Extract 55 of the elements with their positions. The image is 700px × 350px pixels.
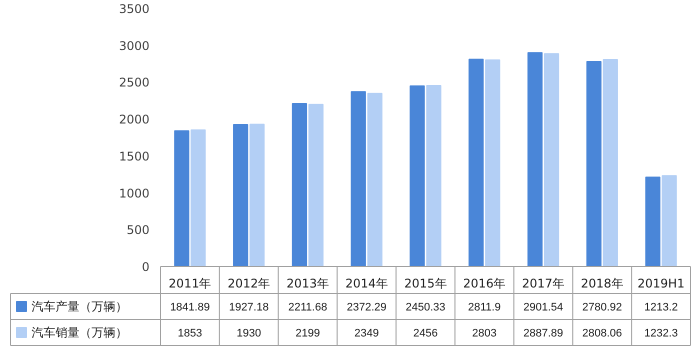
y-tick-label: 2000 <box>118 112 150 127</box>
y-tick-label: 3500 <box>118 2 150 16</box>
y-tick-label: 0 <box>142 260 150 274</box>
x-tick-label: 2017年 <box>522 276 565 290</box>
data-label: 1232.3 <box>644 328 678 340</box>
data-label: 2349 <box>354 328 379 340</box>
bar <box>308 104 324 267</box>
y-tick-label: 1000 <box>118 186 150 200</box>
y-tick-label: 3000 <box>118 38 150 53</box>
data-label: 2887.89 <box>523 328 564 340</box>
data-label: 1213.2 <box>644 302 678 314</box>
y-tick-label: 2500 <box>118 76 150 90</box>
legend-label: 汽车产量（万辆） <box>32 300 128 314</box>
bar <box>350 91 366 267</box>
data-label: 2199 <box>295 328 320 340</box>
data-label: 1841.89 <box>170 302 210 314</box>
x-tick-label: 2014年 <box>345 276 388 290</box>
bar <box>367 92 382 267</box>
bar <box>190 129 206 267</box>
data-label: 2803 <box>472 328 497 340</box>
bar <box>645 176 660 267</box>
y-tick-label: 1500 <box>118 149 150 164</box>
data-label: 2211.68 <box>288 302 328 314</box>
data-label: 1930 <box>236 328 262 340</box>
data-label: 2780.92 <box>582 302 622 314</box>
x-tick-label: 2012年 <box>228 276 270 290</box>
x-tick-label: 2016年 <box>463 276 506 290</box>
bar <box>410 85 425 267</box>
bar <box>292 102 308 267</box>
bar <box>586 61 602 267</box>
x-tick-label: 2019H1 <box>637 276 685 290</box>
x-tick-label: 2013年 <box>286 276 329 290</box>
data-label: 2811.9 <box>468 302 501 314</box>
data-label: 2372.29 <box>346 302 386 314</box>
data-label: 2901.54 <box>523 302 564 314</box>
bar <box>602 59 618 267</box>
y-tick-label: 500 <box>126 223 150 238</box>
x-tick-label: 2018年 <box>580 276 624 290</box>
data-label: 1853 <box>178 328 202 340</box>
bar <box>233 124 248 267</box>
bar <box>426 84 442 267</box>
data-label: 2450.33 <box>406 302 446 314</box>
bar <box>544 53 560 267</box>
bar <box>527 52 543 267</box>
legend-label: 汽车销量（万辆） <box>32 326 128 340</box>
x-tick-label: 2015年 <box>404 276 447 290</box>
bar <box>662 175 677 267</box>
data-label: 2456 <box>413 328 438 340</box>
bar <box>485 59 500 267</box>
bar <box>250 124 265 267</box>
data-label: 1927.18 <box>228 302 269 314</box>
data-label: 2808.06 <box>582 328 622 340</box>
x-tick-label: 2011年 <box>168 276 212 290</box>
bar <box>174 130 190 267</box>
bar <box>468 58 484 267</box>
